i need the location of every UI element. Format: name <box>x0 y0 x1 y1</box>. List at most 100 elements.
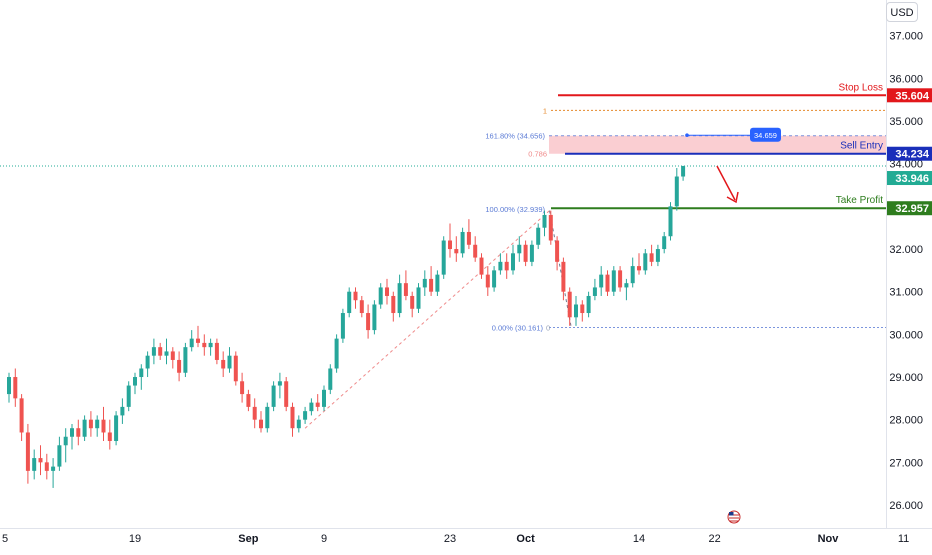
current-price-label-bg <box>887 171 932 186</box>
candle-body <box>303 411 308 420</box>
trend-line-up <box>304 210 550 429</box>
fib-level-1-label: 1 <box>543 106 547 115</box>
candle-body <box>618 270 623 288</box>
time-tick-label: 23 <box>444 533 456 545</box>
fib-786-label: 0.786 <box>528 150 547 159</box>
candle-body <box>151 347 156 356</box>
sell-arrow <box>716 165 736 201</box>
candle-body <box>265 406 270 429</box>
candle-body <box>567 291 572 318</box>
candle-body <box>466 231 471 245</box>
candle-body <box>233 355 238 382</box>
candle-body <box>681 166 686 177</box>
candle-body <box>536 227 541 245</box>
candle-body <box>322 389 326 407</box>
candle-body <box>13 377 18 399</box>
stop-loss-label: Stop Loss <box>839 82 883 93</box>
candle-body <box>637 266 641 271</box>
candle-body <box>605 274 610 292</box>
candle-body <box>624 283 629 288</box>
candle-body <box>252 406 257 420</box>
candle-body <box>164 351 169 356</box>
fib-top-label: 100.00% (32.939) <box>485 205 545 214</box>
candle-body <box>592 287 597 296</box>
current-price-label: 33.946 <box>895 173 929 185</box>
candle-body <box>372 304 377 331</box>
candle-body <box>63 436 68 446</box>
candle-body <box>655 249 660 262</box>
candle-body <box>410 295 415 309</box>
candle-body <box>668 206 673 237</box>
fib-zero-short-label: 0 <box>546 323 550 332</box>
candle-body <box>548 214 553 241</box>
candle-body <box>145 355 150 369</box>
candle-body <box>643 253 648 271</box>
fib-zero-label: 0.00% (30.161) <box>492 323 544 332</box>
candle-body <box>574 304 578 318</box>
take-profit-price-label-bg <box>887 201 932 216</box>
candle-body <box>315 402 320 407</box>
candle-body <box>290 406 295 429</box>
fib-161-label: 161.80% (34.656) <box>485 132 545 141</box>
candle-body <box>120 406 125 416</box>
sell-entry-label: Sell Entry <box>840 141 883 152</box>
candle-body <box>19 398 24 433</box>
candle-body <box>416 287 421 309</box>
candle-body <box>555 240 560 262</box>
candle-body <box>88 419 93 429</box>
sell-arrow-head <box>726 191 739 204</box>
trend-line-down <box>549 210 572 326</box>
take-profit-label: Take Profit <box>836 195 883 206</box>
candle-body <box>284 381 289 407</box>
price-tick-label: 26.000 <box>889 500 923 512</box>
candle-body <box>158 347 163 356</box>
drawings-layer: 161.80% (34.656) 0.786 1 34.659 Stop Loss Sel… <box>0 82 886 429</box>
candle-body <box>101 419 106 433</box>
price-badge-label: 34.659 <box>754 131 777 140</box>
price-tick-label: 36.000 <box>889 73 923 85</box>
candle-body <box>177 359 182 373</box>
sell-zone <box>549 135 886 154</box>
candle-body <box>599 274 604 288</box>
candle-body <box>76 428 81 437</box>
candle-body <box>391 295 396 314</box>
candle-body <box>271 385 276 407</box>
candle-body <box>107 432 112 442</box>
time-tick-label: 5 <box>2 533 8 545</box>
candle-body <box>359 300 364 314</box>
candle-body <box>674 176 679 207</box>
price-tick-label: 27.000 <box>889 457 923 469</box>
price-tick-label: 37.000 <box>889 31 923 43</box>
candle-body <box>378 287 383 305</box>
candle-body <box>82 419 87 437</box>
candle-body <box>126 385 131 407</box>
candle-body <box>32 458 37 471</box>
currency-button[interactable]: USD <box>886 2 918 22</box>
time-tick-label: 22 <box>708 533 720 545</box>
candle-body <box>492 270 497 288</box>
candle-body <box>454 249 459 254</box>
candle-body <box>429 278 434 292</box>
candle-body <box>511 253 515 271</box>
candle-body <box>189 338 194 348</box>
candle-body <box>485 274 490 288</box>
candle-body <box>441 240 446 275</box>
candle-body <box>473 244 478 258</box>
time-tick-label: Oct <box>516 533 535 545</box>
candle-body <box>170 351 175 360</box>
time-tick-label: Sep <box>238 533 258 545</box>
candle-body <box>397 283 402 314</box>
candle-body <box>479 257 484 275</box>
candle-body <box>586 295 591 314</box>
candle-body <box>353 291 358 301</box>
time-axis[interactable]: 5 19 Sep 9 23 Oct 14 22 Nov 11 <box>2 533 909 545</box>
stop-loss-price-label: 35.604 <box>895 90 930 102</box>
candle-body <box>347 291 352 314</box>
candle-body <box>385 287 389 296</box>
time-tick-label: 19 <box>129 533 141 545</box>
us-flag-icon[interactable] <box>727 510 741 524</box>
candle-body <box>649 253 654 262</box>
candle-body <box>221 359 226 369</box>
